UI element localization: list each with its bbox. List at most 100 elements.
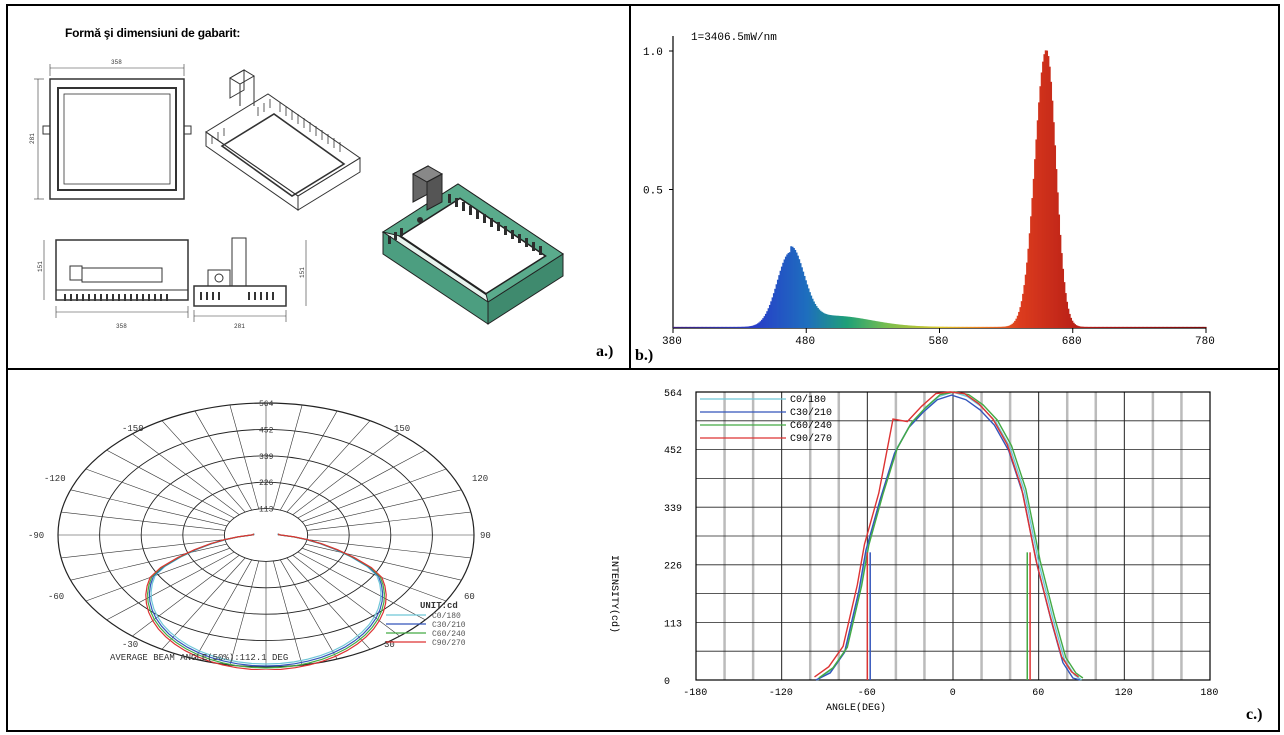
spectrum-band [763, 316, 766, 328]
spectrum-band [735, 326, 738, 328]
side-view [43, 239, 189, 318]
polar-angle-label: 60 [464, 592, 475, 602]
spectrum-band [1131, 326, 1134, 328]
spectrum-x-tick-label: 780 [1195, 336, 1215, 348]
spectrum-band [967, 326, 970, 328]
spectrum-band [926, 326, 929, 328]
spectrum-band [866, 319, 869, 328]
spectrum-band [964, 326, 967, 328]
spectrum-band [1180, 326, 1183, 328]
spectrum-band [1119, 326, 1122, 328]
panel-label-b: b.) [635, 347, 654, 364]
spectrum-band [1204, 326, 1207, 328]
spectrum-band [799, 263, 802, 328]
spectrum-band [1082, 326, 1085, 328]
spectrum-band [1098, 326, 1100, 328]
spectrum-band [924, 326, 927, 328]
spectrum-band [673, 326, 675, 328]
spectrum-band [864, 319, 867, 328]
spectrum-band [1062, 268, 1065, 328]
spectrum-band [1088, 326, 1091, 328]
spectrum-band [795, 252, 798, 328]
spectrum-band [1067, 308, 1070, 328]
spectrum-band [908, 325, 911, 328]
spectrum-band [818, 309, 821, 328]
spectrum-band [1042, 61, 1045, 328]
spectrum-band [858, 318, 861, 328]
panel-label-a: a.) [596, 343, 614, 360]
spectrum-band [675, 326, 678, 328]
spectrum-band [935, 326, 938, 328]
spectrum-band [692, 326, 695, 328]
spectrum-band [987, 326, 990, 328]
polar-spoke [194, 410, 253, 511]
polar-spoke [132, 554, 240, 637]
cart-legend-label: C0/180 [790, 394, 826, 406]
spectrum-band [704, 326, 707, 328]
polar-legend-label: C0/180 [432, 612, 461, 621]
spectrum-band [1146, 326, 1148, 328]
spectrum-band [947, 326, 950, 328]
spectrum-band [1190, 326, 1192, 328]
spectrum-band [1090, 326, 1093, 328]
spectrum-band [1172, 326, 1175, 328]
cart-x-tick-label: 120 [1115, 688, 1133, 699]
polar-ring [223, 508, 309, 562]
spectrum-band [863, 319, 866, 328]
spectrum-band [1128, 326, 1131, 328]
spectrum-band [814, 303, 817, 328]
spectrum-band [787, 252, 790, 328]
cart-x-tick-label: 0 [950, 688, 956, 699]
spectrum-band [1044, 50, 1047, 328]
spectrum-band [1047, 56, 1050, 329]
spectrum-band [1139, 326, 1142, 328]
spectrum-band [1179, 326, 1182, 328]
spectrum-band [1155, 326, 1158, 328]
spectrum-band [736, 326, 739, 328]
spectrum-band [874, 320, 877, 328]
cart-legend-label: C90/270 [790, 433, 832, 445]
spectrum-band [770, 301, 773, 328]
spectrum-band [1196, 326, 1199, 328]
spectrum-band [842, 316, 845, 328]
spectrum-band [1096, 326, 1099, 328]
spectrum-band [1164, 326, 1167, 328]
polar-spoke [61, 511, 226, 531]
polar-spoke [306, 539, 471, 559]
spectrum-band [1028, 233, 1031, 328]
polar-angle-label: -90 [28, 531, 44, 541]
spectrum-band [939, 326, 942, 328]
spectrum-band [703, 326, 706, 328]
cart-y-tick-label: 452 [664, 446, 682, 457]
polar-spoke [286, 557, 371, 650]
spectrum-band [1046, 50, 1049, 329]
spectrum-band [1106, 326, 1108, 328]
iso-wireframe-view [205, 69, 361, 211]
spectrum-band [948, 326, 951, 328]
spectrum-band [1064, 293, 1067, 328]
cart-y-tick-label: 113 [664, 619, 682, 630]
spectrum-band [1159, 326, 1162, 328]
spectrum-band [880, 322, 883, 328]
spectrum-band [752, 325, 755, 328]
spectrum-band [810, 295, 813, 328]
polar-spoke [286, 420, 371, 513]
spectrum-band [968, 326, 971, 328]
spectrum-band [983, 326, 986, 328]
spectrum-band [1115, 326, 1118, 328]
spectrum-band [1122, 326, 1124, 328]
spectrum-band [928, 326, 931, 328]
spectrum-band [920, 326, 923, 328]
polar-angle-label: -30 [122, 640, 138, 650]
spectrum-band [1183, 326, 1186, 328]
spectrum-band [835, 315, 838, 328]
spectrum-band [860, 318, 863, 328]
spectrum-band [798, 259, 801, 328]
spectrum-band [826, 314, 829, 328]
spectrum-band [1054, 145, 1057, 328]
spectrum-band [896, 324, 899, 328]
technical-drawing: 358 281 [29, 59, 564, 330]
spectrum-band [1102, 326, 1104, 328]
spectrum-band [827, 314, 830, 328]
spectrum-band [800, 267, 803, 328]
